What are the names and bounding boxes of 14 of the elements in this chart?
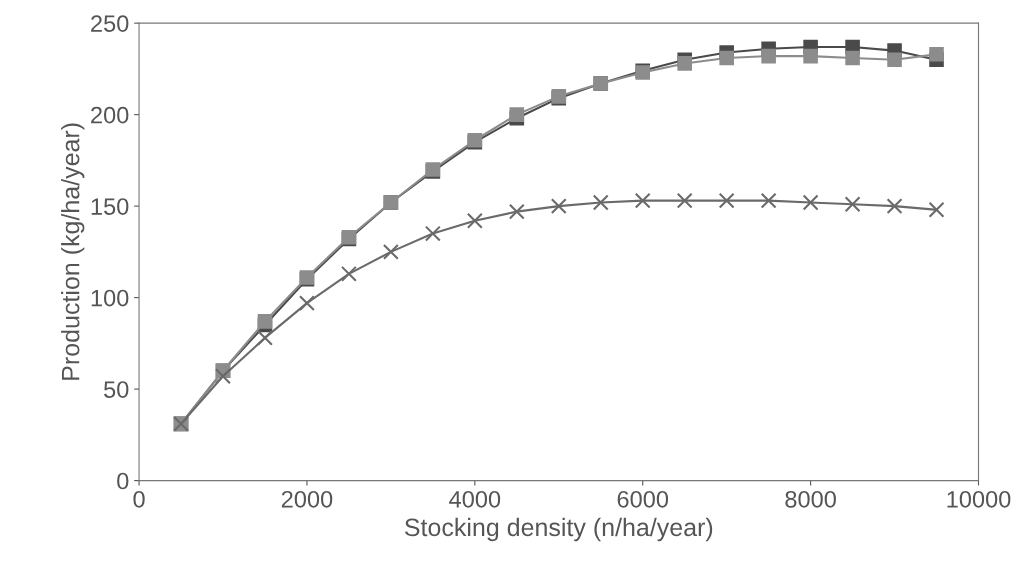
y-axis-title: Production (kg/ha/year) (61, 123, 85, 380)
y-tick-label: 50 (104, 381, 129, 398)
x-tick-label: 0 (133, 490, 145, 508)
x-tick-label: 10000 (947, 490, 1011, 508)
x-tick-label: 6000 (617, 490, 669, 508)
y-tick-label: 0 (117, 472, 129, 490)
y-tick-label: 100 (91, 289, 129, 307)
y-tick-label: 250 (91, 15, 129, 32)
y-tick-label: 200 (91, 106, 129, 124)
x-tick-label: 4000 (449, 490, 501, 508)
x-tick-label: 8000 (785, 490, 836, 508)
x-axis-title: Stocking density (n/ha/year) (404, 517, 713, 542)
y-tick-label: 150 (91, 198, 129, 215)
x-tick-label: 2000 (281, 490, 333, 508)
